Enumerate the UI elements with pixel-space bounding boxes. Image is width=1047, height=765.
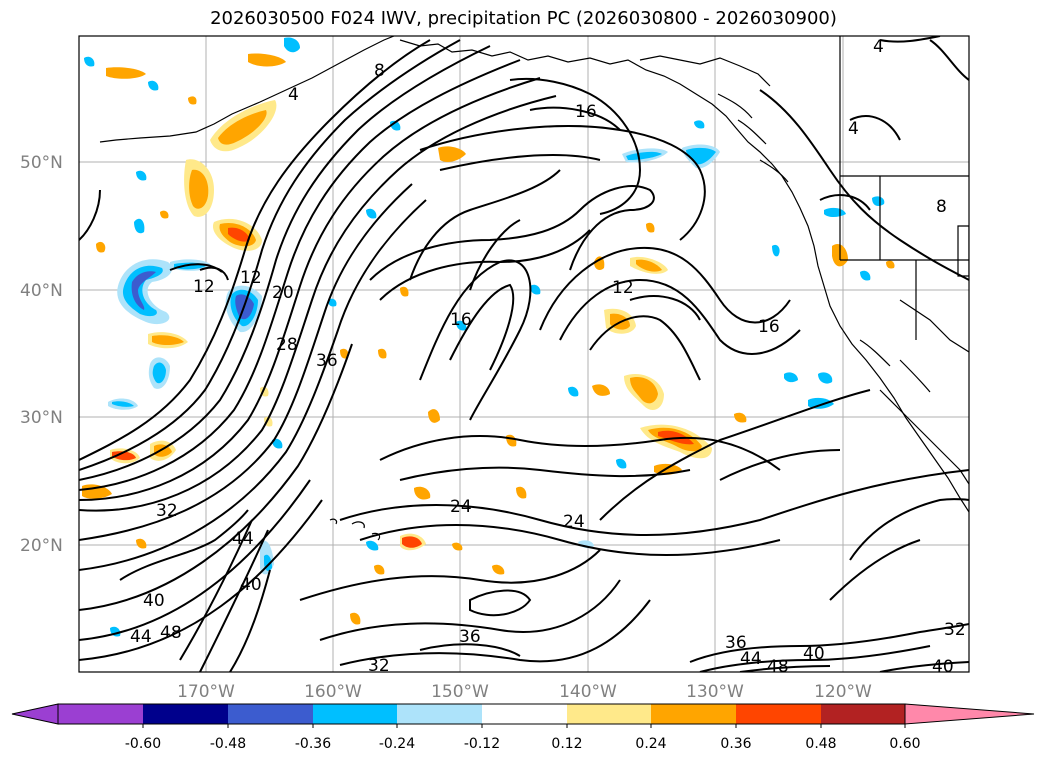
map-background — [79, 36, 969, 672]
lon-label: 130°W — [686, 682, 744, 702]
contour-label: 12 — [240, 268, 262, 288]
contour-label: 44 — [232, 529, 254, 549]
lon-label: 120°W — [814, 682, 872, 702]
colorbar-bin — [228, 704, 313, 724]
map-frame — [78, 35, 970, 673]
contour-label: 16 — [575, 102, 597, 122]
contour-label: 12 — [612, 278, 634, 298]
contour-label: 48 — [767, 657, 789, 677]
colorbar-under-extension — [11, 703, 59, 725]
contour-label: 44 — [130, 627, 152, 647]
colorbar-tick-label: -0.60 — [125, 736, 161, 752]
contour-label: 28 — [276, 335, 298, 355]
contour-label: 36 — [316, 351, 338, 371]
lon-label: 150°W — [431, 682, 489, 702]
colorbar-bin — [313, 704, 397, 724]
lon-label: 140°W — [559, 682, 617, 702]
contour-label: 36 — [725, 633, 747, 653]
contour-label: 40 — [240, 575, 262, 595]
colorbar-tick-label: -0.24 — [379, 736, 415, 752]
iwv-contours — [79, 36, 969, 672]
lat-label: 50°N — [20, 153, 63, 173]
colorbar-tick-label: 0.48 — [805, 736, 836, 752]
colorbar-tick-label: 0.24 — [635, 736, 666, 752]
contour-label: 40 — [803, 644, 825, 664]
colorbar-bin — [567, 704, 651, 724]
map-title: 2026030500 F024 IWV, precipitation PC (2… — [210, 8, 837, 29]
colorbar-bin — [482, 704, 567, 724]
contour-label: 20 — [272, 283, 294, 303]
precip-positive-areas — [82, 53, 895, 625]
contour-label: 8 — [936, 197, 947, 217]
colorbar-bin — [821, 704, 905, 724]
contour-label: 36 — [459, 627, 481, 647]
contour-label: 4 — [848, 119, 859, 139]
contour-label: 24 — [450, 497, 472, 517]
contour-label: 32 — [944, 620, 966, 640]
colorbar-bin — [58, 704, 143, 724]
colorbar-bin — [651, 704, 736, 724]
contour-label: 40 — [143, 591, 165, 611]
colorbar-bin — [736, 704, 821, 724]
contour-label: 4 — [288, 85, 299, 105]
lat-label: 20°N — [20, 536, 63, 556]
coastlines — [99, 36, 969, 541]
contour-label: 24 — [563, 512, 585, 532]
colorbar-tick-label: -0.36 — [295, 736, 331, 752]
colorbar-tick-label: 0.60 — [889, 736, 920, 752]
latitude-labels: 50°N 40°N 30°N 20°N — [20, 153, 63, 556]
lon-label: 160°W — [304, 682, 362, 702]
colorbar-tick-label: -0.12 — [464, 736, 500, 752]
longitude-labels: 170°W 160°W 150°W 140°W 130°W 120°W — [177, 682, 872, 702]
colorbar-tick-label: -0.48 — [210, 736, 246, 752]
lon-label: 170°W — [177, 682, 235, 702]
contour-label: 32 — [368, 656, 390, 676]
contour-label: 4 — [873, 37, 884, 57]
colorbar-over-extension — [904, 703, 1035, 725]
contour-label: 16 — [450, 310, 472, 330]
contour-label: 12 — [193, 277, 215, 297]
colorbar: -0.60 -0.48 -0.36 -0.24 -0.12 0.12 0.24 … — [11, 703, 1035, 752]
colorbar-tick-label: 0.36 — [720, 736, 751, 752]
contour-label: 8 — [374, 61, 385, 81]
contour-label: 16 — [758, 317, 780, 337]
contour-label: 44 — [740, 649, 762, 669]
contour-labels: 4 8 4 16 12 20 28 36 12 16 16 12 4 8 32 … — [130, 37, 966, 677]
contour-label: 48 — [160, 623, 182, 643]
colorbar-bin — [143, 704, 228, 724]
colorbar-tick-label: 0.12 — [551, 736, 582, 752]
graticule — [79, 36, 969, 672]
contour-label: 32 — [156, 501, 178, 521]
colorbar-bin — [397, 704, 482, 724]
lat-label: 40°N — [20, 281, 63, 301]
lat-label: 30°N — [20, 408, 63, 428]
contour-label: 40 — [932, 657, 954, 677]
